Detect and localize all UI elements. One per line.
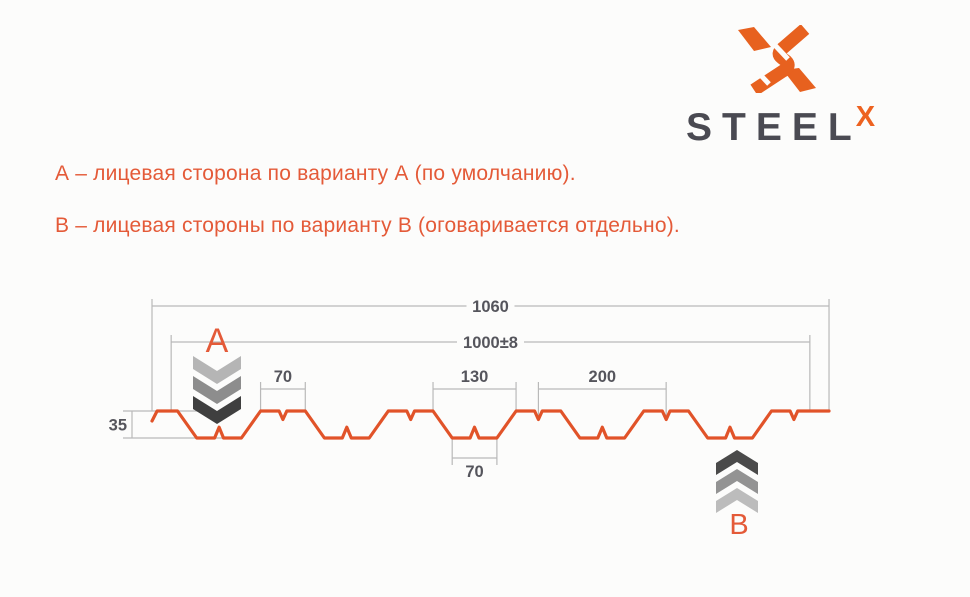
dimension-70: 70 bbox=[259, 368, 306, 411]
dimension-label: 1000±8 bbox=[463, 334, 518, 352]
chevron-down-icon bbox=[193, 396, 241, 424]
chevron-down-icon bbox=[193, 356, 241, 384]
dimension-1060: 1060 bbox=[151, 296, 830, 411]
sheet-profile-line bbox=[150, 409, 831, 440]
dimension-label: 200 bbox=[589, 368, 617, 386]
dimension-label: 130 bbox=[461, 368, 489, 386]
dimension-1000±8: 1000±8 bbox=[170, 332, 811, 411]
brand-name: STEEL bbox=[686, 106, 862, 149]
chevron-up-icon bbox=[716, 450, 758, 475]
marker-variant-a: А bbox=[193, 322, 241, 424]
dimension-label: 70 bbox=[465, 463, 483, 481]
note-variant-b: В – лицевая стороны по варианту В (огова… bbox=[55, 214, 680, 237]
profile-diagram: 1060 1000±8 70 130 200 70 35 А В bbox=[109, 296, 831, 541]
chevron-down-icon bbox=[193, 376, 241, 404]
marker-a-letter: А bbox=[206, 322, 229, 360]
chevron-up-icon bbox=[716, 488, 758, 513]
steelx-logo-icon bbox=[738, 25, 816, 93]
note-variant-a: А – лицевая сторона по варианту А (по ум… bbox=[55, 162, 576, 185]
marker-variant-b: В bbox=[716, 450, 758, 541]
brand-wordmark: STEELX bbox=[686, 101, 966, 150]
dimension-label: 1060 bbox=[472, 298, 509, 316]
dimension-130: 130 bbox=[432, 368, 517, 411]
brand-sup-x: X bbox=[855, 101, 876, 133]
chevron-up-icon bbox=[716, 469, 758, 494]
dimension-200: 200 bbox=[537, 368, 667, 420]
dimension-label: 35 bbox=[109, 417, 127, 435]
marker-b-letter: В bbox=[729, 509, 748, 541]
dimension-70: 70 bbox=[451, 438, 498, 481]
dimension-label: 70 bbox=[274, 368, 292, 386]
